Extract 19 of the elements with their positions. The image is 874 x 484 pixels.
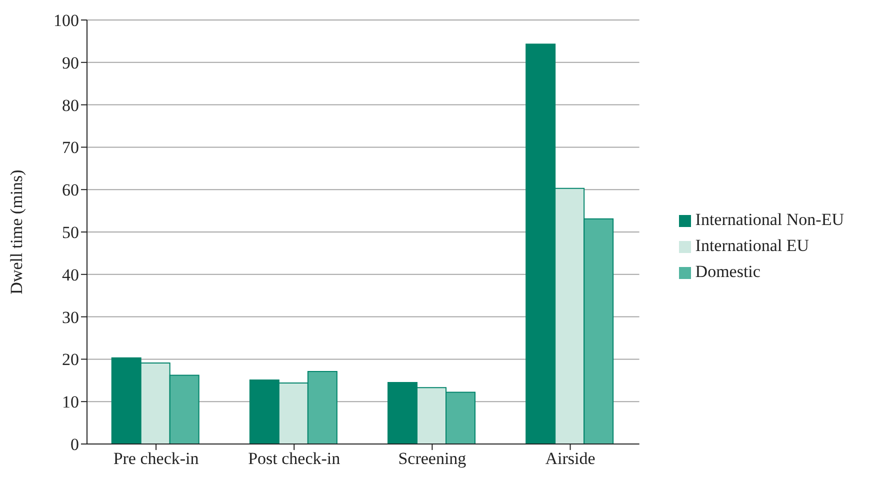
x-tick-label: Screening — [398, 449, 467, 468]
y-tick-label: 0 — [70, 435, 79, 454]
legend-label: Domestic — [695, 262, 760, 281]
x-tick-label: Post check-in — [248, 449, 341, 468]
y-tick-label: 90 — [62, 53, 79, 72]
y-axis-title: Dwell time (mins) — [7, 170, 26, 294]
y-tick-label: 40 — [62, 265, 79, 284]
y-tick-label: 30 — [62, 308, 79, 327]
x-tick-label: Pre check-in — [113, 449, 200, 468]
y-tick-label: 60 — [62, 180, 79, 200]
y-tick-label: 100 — [54, 11, 79, 30]
y-tick-label: 20 — [62, 350, 79, 370]
legend-label: International Non-EU — [695, 210, 844, 229]
x-tick-label: Airside — [545, 449, 596, 468]
y-tick-label: 10 — [62, 392, 79, 412]
y-tick-label: 80 — [62, 96, 79, 115]
y-tick-label: 50 — [62, 223, 79, 242]
y-tick-label: 70 — [62, 138, 79, 158]
legend-label: International EU — [695, 236, 810, 255]
